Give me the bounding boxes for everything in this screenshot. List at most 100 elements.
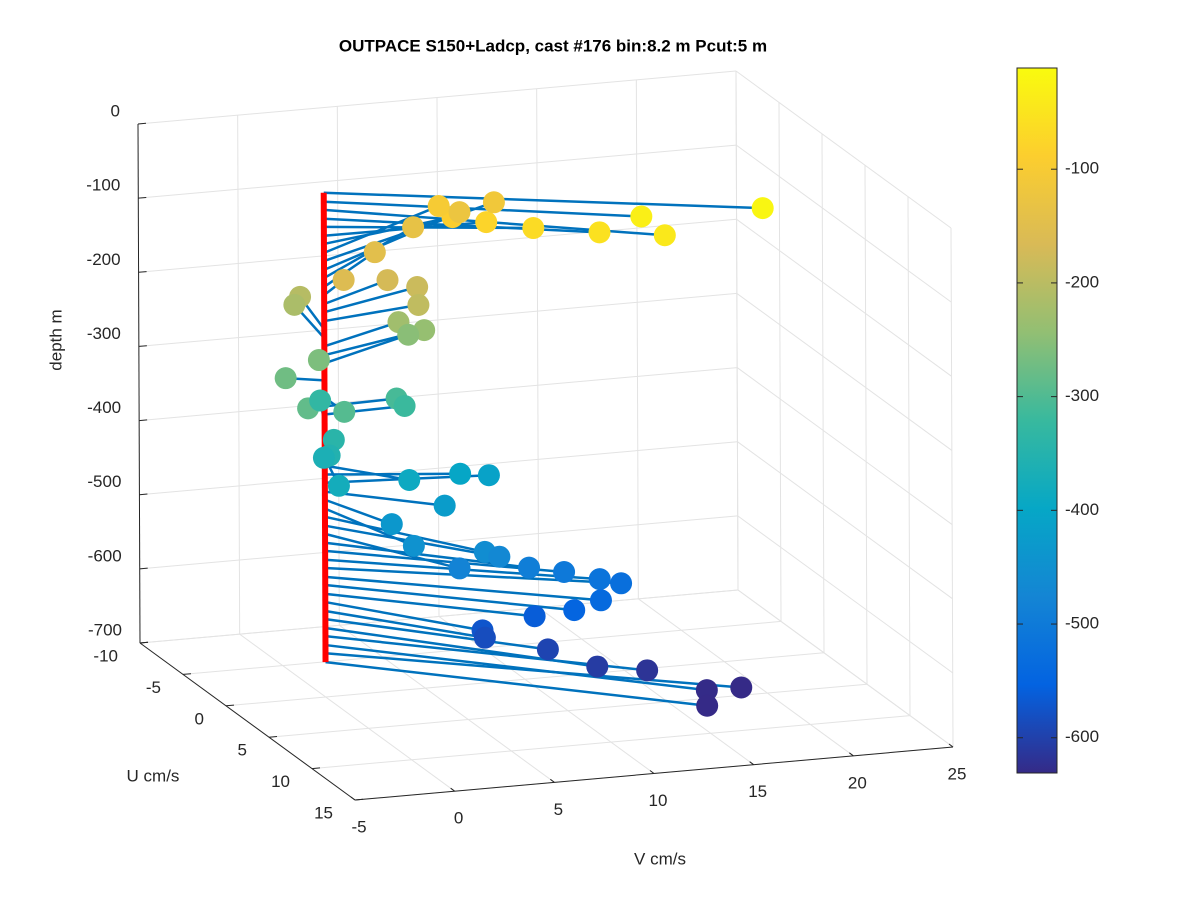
z-tick-label: -100 [86,176,120,195]
tick-mark [749,761,754,766]
tick-mark [354,798,364,801]
grid-line [138,144,737,199]
z-axis-label: depth m [46,309,65,370]
y-axis-label: U cm/s [127,766,180,785]
point [402,534,425,557]
stem [324,472,461,476]
stem [324,464,410,482]
stem [323,320,399,348]
tick-mark [139,567,148,570]
point [332,269,355,292]
grid-line [237,115,241,635]
point [563,599,586,622]
z-tick-label: -400 [87,398,121,417]
point [475,211,498,234]
tick-mark [138,345,147,347]
point [449,462,472,485]
u-tick-label: -5 [146,678,161,697]
point [523,605,546,628]
point [751,197,774,220]
point [397,323,420,346]
v-tick-label: 25 [948,764,967,783]
point [309,389,332,412]
point [402,216,425,239]
stem [325,660,708,708]
grid-line [438,616,655,774]
point [588,221,611,244]
stem [325,600,483,632]
point [653,224,676,247]
stem [323,191,763,210]
tick-mark [350,796,356,801]
grid-line [635,79,639,599]
grid-line [225,652,825,707]
grid-line [736,367,953,525]
z-tick-label: -600 [88,546,122,565]
tick-mark [649,770,655,774]
tick-mark [139,419,148,422]
grid-line [311,715,911,770]
point [695,679,718,702]
v-tick-label: 20 [848,773,867,792]
colorbar-tick-label: -300 [1065,386,1099,405]
z-tick-label: -300 [87,324,121,343]
tick-mark [138,196,147,199]
tick-mark [182,673,192,675]
point [274,367,297,390]
point [333,400,356,423]
stem [325,592,535,618]
point [730,676,753,699]
point [522,217,545,240]
tick-mark [450,787,455,792]
z-tick-label: -500 [87,472,121,491]
point [482,191,505,214]
stem [323,215,453,246]
stem [323,285,418,314]
axis-line [137,123,141,644]
stem [323,200,642,218]
point [427,195,450,218]
grid-line [778,102,782,622]
stem [325,651,742,689]
grid-line [268,683,868,738]
tick-mark [138,271,147,273]
stem [323,204,440,255]
point [307,349,330,372]
colorbar-tick-label: -600 [1065,727,1099,746]
v-tick-label: 0 [454,809,463,828]
stem [325,643,707,692]
tick-mark [139,641,149,644]
grid-line [436,97,440,617]
grid-line [821,133,825,653]
v-tick-label: 5 [554,800,563,819]
point [588,568,611,591]
tick-mark [311,767,321,770]
point [589,589,612,612]
grid-line [907,196,911,716]
v-tick-label: 10 [649,791,668,810]
point [380,513,403,536]
grid-line [864,165,868,685]
point [448,557,471,580]
point [407,293,430,316]
v-tick-label: 15 [748,782,767,801]
u-tick-label: 10 [271,772,290,791]
u-tick-label: -10 [93,646,118,665]
grid-line [950,227,954,748]
z-tick-label: -200 [87,250,121,269]
point [488,545,511,568]
grid-line [139,589,739,644]
stem [325,617,549,651]
grid-line [737,589,954,748]
point [406,276,429,299]
point [473,626,496,649]
stem [324,515,486,554]
point [433,494,456,517]
grid-line [735,144,952,303]
v-tick-label: -5 [351,817,366,836]
tick-mark [139,493,148,496]
colorbar-tick-label: -500 [1065,614,1099,633]
stem [323,210,460,272]
point [312,446,335,469]
